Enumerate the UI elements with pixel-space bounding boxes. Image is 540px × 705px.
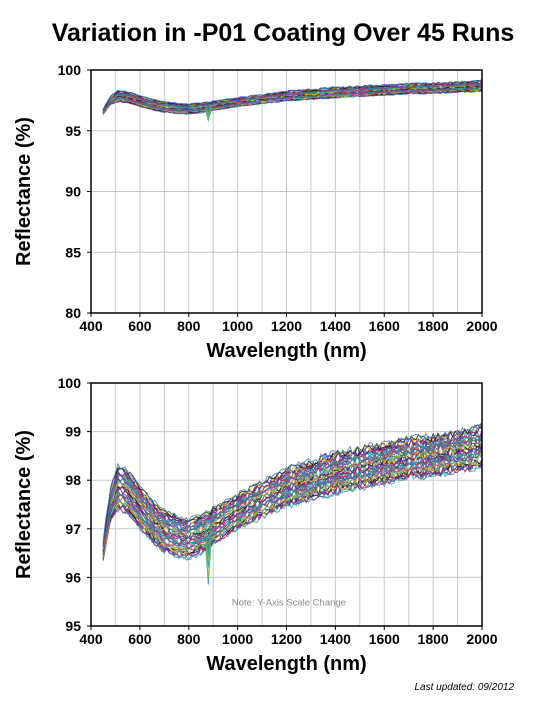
page-title: Variation in -P01 Coating Over 45 Runs: [52, 19, 515, 47]
y-tick-label: 97: [65, 521, 81, 537]
series-line-run-15: [102, 450, 482, 555]
x-axis-title: Wavelength (nm): [206, 340, 366, 362]
x-tick-label: 1600: [369, 631, 400, 647]
chart-bottom: 400 600 800 1000 1200 1400 1600 1800 2000 95 96 97 9…: [13, 375, 498, 675]
x-tick-label: 1000: [222, 631, 253, 647]
chart-top: 400 600 800 1000 1200 1400 1600 1800 2000 80 85 90 9…: [13, 62, 498, 362]
y-tick-label: 100: [58, 375, 82, 391]
x-tick-label: 1600: [369, 318, 400, 334]
series-line-run-43: [102, 424, 482, 543]
series-group: [102, 79, 482, 123]
y-tick-label: 85: [65, 244, 81, 260]
x-tick-label: 1800: [418, 318, 449, 334]
series-line-run-45: [102, 422, 482, 542]
x-tick-label: 1400: [320, 631, 351, 647]
y-axis-title: Reflectance (%): [13, 430, 35, 579]
y-tick-label: 90: [65, 184, 81, 200]
series-line-run-45: [102, 79, 482, 110]
y-tick-label: 99: [65, 424, 81, 440]
y-tick-label: 100: [58, 62, 82, 78]
y-tick-label: 95: [65, 618, 81, 634]
x-tick-label: 800: [177, 318, 201, 334]
x-tick-label: 1200: [271, 318, 302, 334]
y-tick-label: 80: [65, 305, 81, 321]
last-updated-footer: Last updated: 09/2012: [414, 682, 514, 693]
x-tick-label: 800: [177, 631, 201, 647]
x-tick-label: 400: [79, 318, 103, 334]
x-tick-label: 1400: [320, 318, 351, 334]
y-tick-label: 96: [65, 569, 81, 585]
x-axis-title: Wavelength (nm): [206, 653, 366, 675]
x-tick-label: 600: [128, 631, 152, 647]
x-tick-label: 2000: [466, 631, 497, 647]
y-axis-title: Reflectance (%): [13, 117, 35, 266]
x-tick-label: 1000: [222, 318, 253, 334]
x-tick-label: 600: [128, 318, 152, 334]
y-tick-label: 98: [65, 472, 81, 488]
y-tick-label: 95: [65, 123, 81, 139]
scale-change-note: Note: Y-Axis Scale Change: [232, 598, 346, 609]
x-tick-label: 1200: [271, 631, 302, 647]
series-group: [102, 422, 482, 585]
x-tick-label: 2000: [466, 318, 497, 334]
x-tick-label: 1800: [418, 631, 449, 647]
x-tick-label: 400: [79, 631, 103, 647]
